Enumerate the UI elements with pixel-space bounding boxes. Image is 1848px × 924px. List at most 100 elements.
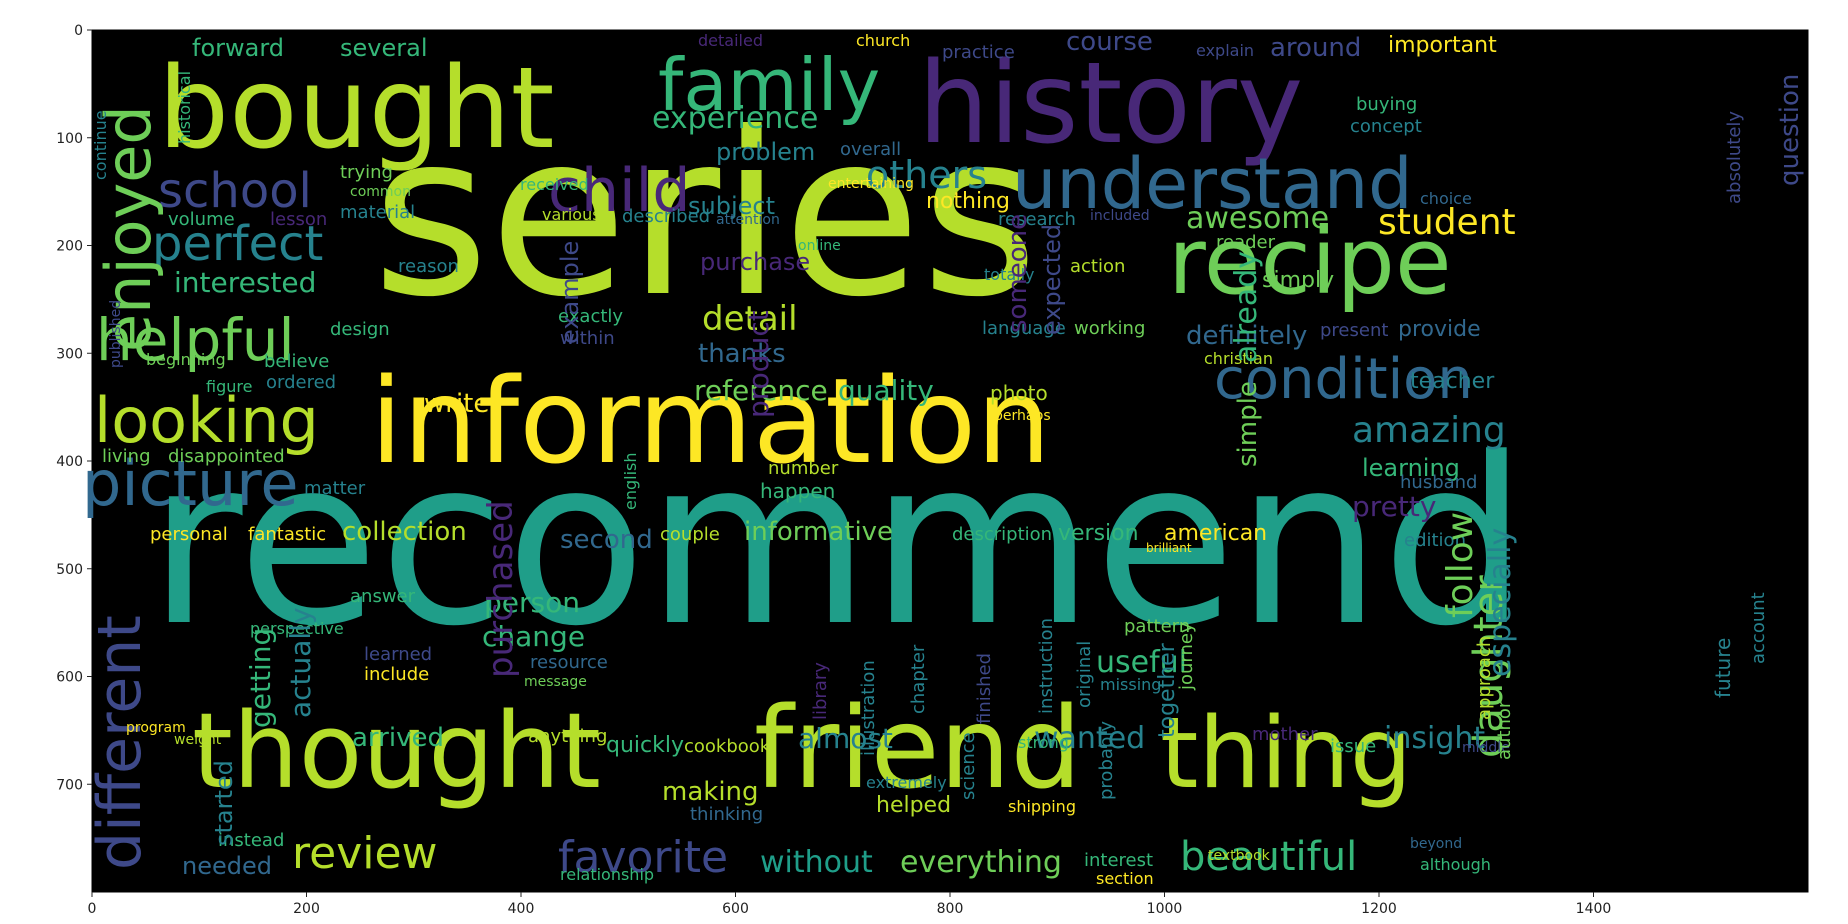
cloud-word: reader (1216, 232, 1276, 253)
y-axis: 0 100 200 300 400 500 600 700 (56, 23, 92, 793)
cloud-word: chapter (908, 644, 929, 714)
cloud-word: probably (1096, 721, 1117, 800)
cloud-word: lesson (270, 209, 327, 230)
cloud-word: daughter (1466, 575, 1512, 758)
cloud-word: helpful (96, 306, 295, 374)
cloud-word: student (1378, 202, 1516, 243)
cloud-word: section (1096, 869, 1154, 888)
cloud-word: important (1388, 33, 1497, 58)
cloud-word: helped (876, 793, 951, 818)
cloud-word: review (292, 828, 438, 879)
cloud-word: question (1775, 74, 1805, 186)
y-tick-label: 200 (56, 239, 83, 255)
cloud-word: beautiful (1180, 834, 1357, 880)
cloud-word: material (340, 202, 415, 223)
cloud-word: condition (1214, 347, 1473, 412)
cloud-word: simply (1262, 268, 1334, 293)
cloud-word: received (520, 175, 589, 194)
cloud-word: forward (192, 34, 284, 62)
cloud-word: present (1320, 320, 1388, 341)
cloud-word: design (330, 319, 390, 340)
cloud-word: teacher (1410, 369, 1495, 394)
cloud-word: experience (652, 101, 818, 136)
cloud-word: program (126, 720, 186, 736)
cloud-word: series (372, 85, 1038, 347)
cloud-word: entertaining (828, 176, 914, 192)
cloud-word: learning (1362, 454, 1460, 482)
cloud-word: recommend (148, 410, 1528, 677)
cloud-word: around (1270, 33, 1361, 63)
cloud-word: message (524, 674, 587, 690)
cloud-word: friend (754, 684, 1082, 814)
cloud-word: thanks (698, 339, 786, 369)
y-tick-label: 300 (56, 346, 83, 362)
cloud-word: brilliant (1146, 541, 1192, 555)
cloud-word: middle (1462, 740, 1510, 756)
cloud-word: disappointed (168, 446, 285, 467)
y-tick-label: 600 (56, 670, 83, 686)
cloud-word: research (998, 209, 1076, 230)
cloud-word: anything (528, 726, 607, 747)
cloud-word: various (542, 205, 601, 224)
cloud-word: information (370, 352, 1051, 490)
cloud-word: arrived (352, 723, 444, 753)
cloud-word: others (866, 153, 987, 197)
cloud-word: learned (364, 644, 432, 665)
cloud-word: change (482, 620, 585, 653)
cloud-word: volume (168, 209, 235, 230)
cloud-word: explain (1196, 41, 1254, 60)
cloud-word: husband (1400, 472, 1477, 493)
cloud-word: expected (1038, 224, 1066, 335)
cloud-word: example (556, 241, 584, 344)
x-tick-label: 0 (88, 901, 97, 917)
x-tick-label: 600 (722, 901, 749, 917)
cloud-word: fantastic (248, 524, 326, 545)
cloud-word: almost (798, 722, 893, 755)
cloud-word: include (364, 664, 429, 685)
cloud-word: version (1058, 521, 1139, 546)
cloud-word: reference (694, 374, 828, 407)
cloud-word: product (742, 310, 775, 418)
cloud-word: wanted (1034, 721, 1145, 756)
cloud-word: happen (760, 479, 835, 503)
cloud-word: started (210, 760, 238, 846)
y-tick-label: 400 (56, 454, 83, 470)
cloud-word: favorite (558, 832, 728, 883)
cloud-word: missing (1100, 675, 1161, 694)
cloud-word: purchase (700, 248, 810, 276)
axes-frame (91, 29, 1809, 893)
cloud-word: writer (424, 389, 500, 419)
cloud-word: extremely (866, 773, 947, 792)
cloud-word: looking (94, 384, 319, 457)
cloud-word: pattern (1124, 616, 1190, 637)
cloud-word: school (158, 163, 312, 219)
cloud-word: published (108, 300, 124, 368)
cloud-word: common (350, 184, 411, 200)
cloud-word: thought (192, 690, 601, 812)
x-tick-label: 1000 (1147, 901, 1183, 917)
cloud-word: historical (175, 71, 194, 144)
cloud-word: problem (716, 138, 815, 166)
cloud-word: recipe (1168, 208, 1452, 315)
cloud-word: believe (264, 351, 329, 372)
cloud-word: perspective (250, 619, 344, 638)
cloud-word: answer (350, 586, 416, 607)
cloud-word: several (340, 34, 427, 62)
cloud-word: together (1155, 642, 1180, 738)
cloud-word: although (1420, 855, 1491, 874)
cloud-word: american (1164, 521, 1267, 546)
cloud-word: attention (716, 212, 780, 228)
cloud-word: nothing (926, 189, 1010, 214)
cloud-word: quality (838, 374, 934, 407)
cloud-word: science (958, 732, 979, 800)
cloud-word: totally (984, 265, 1035, 284)
cloud-word: detail (702, 299, 798, 339)
cloud-word: resource (530, 652, 608, 673)
cloud-word: online (798, 238, 841, 254)
cloud-word: without (760, 845, 873, 880)
cloud-word: practice (942, 42, 1015, 63)
cloud-word: illustration (858, 660, 879, 756)
cloud-word: collection (342, 517, 467, 547)
cloud-word: different (85, 615, 155, 870)
y-tick-label: 0 (74, 23, 83, 39)
